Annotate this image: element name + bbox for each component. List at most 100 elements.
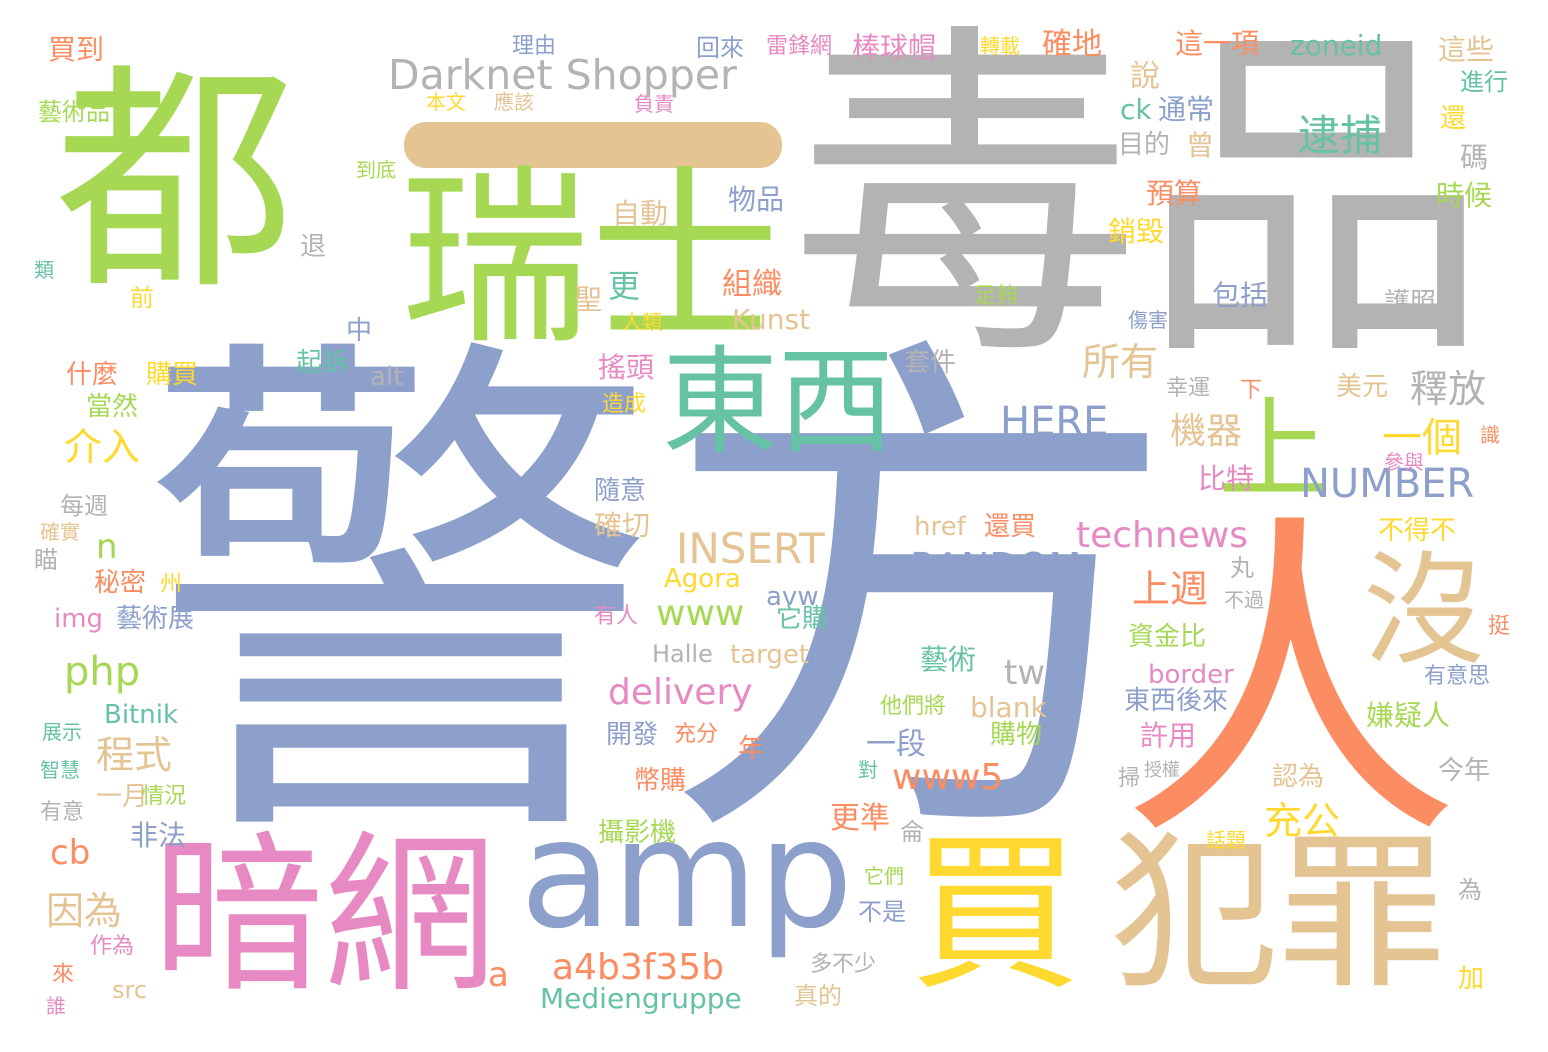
word-棒球帽: 棒球帽	[852, 34, 936, 62]
word-瞄: 瞄	[34, 548, 58, 572]
word-通常: 通常	[1158, 96, 1214, 124]
word-逮捕: 逮捕	[1298, 115, 1382, 157]
word-組織: 組織	[722, 270, 782, 300]
word-random: RANDOM	[910, 548, 1081, 586]
word-更準: 更準	[830, 804, 890, 834]
word-雷鋒網: 雷鋒網	[766, 36, 832, 58]
word-應該: 應該	[494, 92, 534, 112]
word-所有: 所有	[1082, 343, 1158, 381]
word-target: target	[730, 642, 809, 668]
word-多不少: 多不少	[810, 954, 876, 976]
word-www: www	[656, 596, 744, 632]
word-有意思: 有意思	[1424, 666, 1490, 688]
word-負責: 負責	[634, 94, 674, 114]
word-物品: 物品	[728, 186, 784, 214]
word-類: 類	[34, 260, 54, 280]
word-丸: 丸	[1230, 556, 1254, 580]
word-年: 年	[738, 736, 764, 762]
word-更: 更	[608, 270, 640, 302]
word-理由: 理由	[512, 36, 556, 58]
word-造成: 造成	[602, 394, 646, 416]
word-ck: ck	[1120, 96, 1152, 124]
word-有人: 有人	[594, 606, 638, 628]
word-blank: blank	[970, 694, 1047, 722]
word-開發: 開發	[606, 722, 658, 748]
word-因為: 因為	[46, 892, 122, 930]
word-它們: 它們	[864, 866, 904, 886]
word-他們將: 他們將	[880, 696, 946, 718]
word-藝術品: 藝術品	[38, 100, 110, 124]
word-侖: 侖	[900, 820, 924, 844]
word-src: src	[112, 978, 147, 1002]
word-犯罪: 犯罪	[1110, 830, 1446, 998]
word-作為: 作為	[90, 936, 134, 958]
word-曾: 曾	[1186, 132, 1214, 160]
word-amp: amp	[520, 800, 853, 950]
word-來: 來	[52, 964, 74, 986]
word-比特: 比特	[1198, 465, 1254, 493]
word-程式: 程式	[96, 736, 172, 774]
word-掃: 掃	[1118, 768, 1140, 790]
word-zoneid: zoneid	[1290, 32, 1382, 60]
word-介入: 介入	[64, 428, 140, 466]
word-購物: 購物	[990, 722, 1042, 748]
word-這些: 這些	[1438, 36, 1494, 64]
word-每週: 每週	[60, 494, 108, 518]
word-href: href	[914, 514, 966, 540]
word-東西後來: 東西後來	[1124, 688, 1228, 714]
word-下: 下	[1240, 380, 1262, 402]
word-不過: 不過	[1224, 590, 1264, 610]
word-mediengruppe: Mediengruppe	[540, 985, 742, 1013]
word-預算: 預算	[1146, 180, 1202, 208]
word-智慧: 智慧	[40, 760, 80, 780]
word-購買: 購買	[146, 362, 198, 388]
word-藝術展: 藝術展	[116, 606, 194, 632]
word-秘密: 秘密	[94, 570, 146, 596]
word-充公: 充公	[1264, 802, 1340, 840]
word-為: 為	[1458, 878, 1482, 902]
word-不得不: 不得不	[1378, 518, 1456, 544]
word-搖頭: 搖頭	[598, 354, 654, 382]
word-州: 州	[160, 574, 182, 596]
word-tw: tw	[1004, 656, 1045, 690]
word-說: 說	[1130, 62, 1160, 92]
word-還買: 還買	[984, 514, 1036, 540]
word-買: 買	[910, 830, 1080, 1000]
word-a: a	[488, 958, 509, 992]
word-不是: 不是	[858, 900, 906, 924]
word-n: n	[96, 530, 118, 564]
word-img: img	[54, 606, 103, 632]
word-藝術: 藝術	[920, 646, 976, 674]
word-傷害: 傷害	[1128, 310, 1168, 330]
word-還: 還	[1440, 106, 1466, 132]
word-它購: 它購	[776, 606, 828, 632]
word-alt: alt	[370, 364, 403, 390]
word-聖: 聖	[574, 286, 602, 314]
word-充分: 充分	[674, 724, 718, 746]
word-到底: 到底	[356, 160, 396, 180]
word-當然: 當然	[86, 394, 138, 420]
word-時候: 時候	[1436, 182, 1492, 210]
word-識: 識	[1480, 425, 1500, 445]
word-情況: 情況	[142, 786, 186, 808]
word-有意: 有意	[40, 802, 84, 824]
word-挺: 挺	[1488, 616, 1510, 638]
word-幣購: 幣購	[634, 768, 686, 794]
word-a4b3f35b: a4b3f35b	[552, 950, 724, 986]
word-攝影機: 攝影機	[598, 820, 676, 846]
word-參與: 參與	[1384, 452, 1424, 472]
word-進行: 進行	[1460, 70, 1508, 94]
word-今年: 今年	[1438, 758, 1490, 784]
word-真的: 真的	[794, 984, 842, 1008]
word-許用: 許用	[1140, 722, 1196, 750]
word-隨意: 隨意	[594, 478, 646, 504]
word-沒: 沒	[1363, 550, 1485, 672]
word-護照: 護照	[1384, 290, 1436, 316]
word-買到: 買到	[48, 36, 104, 64]
word-暗網: 暗網	[152, 830, 496, 1002]
word-目的: 目的	[1118, 132, 1170, 158]
word-回來: 回來	[696, 36, 744, 60]
word-機器: 機器	[1170, 414, 1242, 450]
word-美元: 美元	[1336, 374, 1388, 400]
word-border: border	[1148, 662, 1234, 688]
